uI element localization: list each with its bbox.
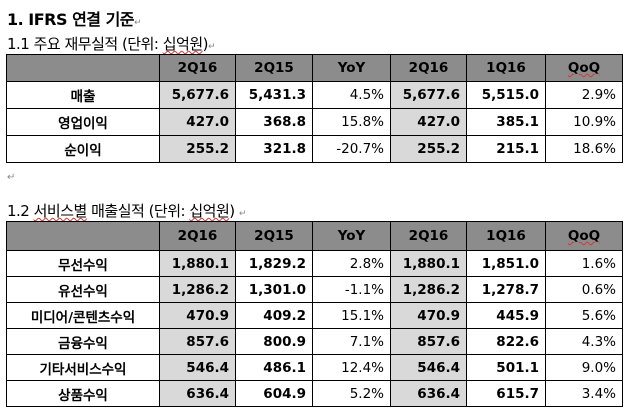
column-header: 2Q16 [390, 54, 467, 82]
table-cell: 5,677.6 [390, 81, 467, 109]
table-cell: 15.8% [312, 108, 391, 136]
table-cell: 2.9% [545, 81, 623, 109]
row-label: 영업이익 [6, 108, 160, 136]
column-header: 2Q16 [390, 221, 467, 251]
column-header: 2Q15 [235, 221, 313, 251]
table-cell: 321.8 [235, 135, 313, 163]
table-cell: 7.1% [312, 328, 391, 355]
table-row: 미디어/콘텐츠수익 470.9 409.2 15.1% 470.9 445.9 5.6% [6, 302, 623, 329]
table-cell: 546.4 [159, 354, 236, 381]
table-row: 상품수익 636.4 604.9 5.2% 636.4 615.7 3.4% [6, 380, 623, 407]
table-cell: 1,880.1 [159, 250, 236, 277]
service-revenue-table: 2Q16 2Q15 YoY 2Q16 1Q16 QoQ 무선수익 1,880.1 1,829.2… [6, 221, 623, 407]
table-cell: 215.1 [466, 135, 546, 163]
paragraph-mark-icon: ↵ [238, 209, 247, 219]
table-cell: 368.8 [235, 108, 313, 136]
table-cell: 10.9% [545, 108, 623, 136]
table-cell: 427.0 [390, 108, 467, 136]
row-label: 기타서비스수익 [6, 354, 160, 381]
table-row: 무선수익 1,880.1 1,829.2 2.8% 1,880.1 1,851.0 1.6% [6, 250, 623, 277]
table-cell: 470.9 [390, 302, 467, 329]
financial-results-table: 2Q16 2Q15 YoY 2Q16 1Q16 QoQ 매출 5,677.6 5,431.3 4.… [6, 54, 623, 163]
table-cell: 636.4 [159, 380, 236, 407]
table-cell: 5.6% [545, 302, 623, 329]
table-cell: 1,829.2 [235, 250, 313, 277]
column-header: 2Q16 [159, 54, 236, 82]
paragraph-mark-icon: ↵ [134, 18, 142, 28]
table-cell: 5,515.0 [466, 81, 546, 109]
table-cell: 12.4% [312, 354, 391, 381]
table-cell: 604.9 [235, 380, 313, 407]
table-cell: -1.1% [312, 276, 391, 303]
table-cell: 255.2 [159, 135, 236, 163]
row-label: 유선수익 [6, 276, 160, 303]
table-cell: 3.4% [545, 380, 623, 407]
table-cell: 1,880.1 [390, 250, 467, 277]
paragraph-mark-icon: ↵ [7, 172, 16, 183]
column-header [6, 54, 160, 82]
section1-title: 1.1 주요 재무실적 (단위: 십억원)↵ [7, 35, 216, 53]
table-cell: 385.1 [466, 108, 546, 136]
table-cell: 470.9 [159, 302, 236, 329]
table-cell: 857.6 [159, 328, 236, 355]
table-cell: 1,286.2 [159, 276, 236, 303]
table-row: 유선수익 1,286.2 1,301.0 -1.1% 1,286.2 1,278.7 0.6… [6, 276, 623, 303]
table-cell: 18.6% [545, 135, 623, 163]
table-cell: 1,278.7 [466, 276, 546, 303]
table-cell: 636.4 [390, 380, 467, 407]
row-label: 무선수익 [6, 250, 160, 277]
table-cell: 15.1% [312, 302, 391, 329]
table-cell: 857.6 [390, 328, 467, 355]
table-cell: 546.4 [390, 354, 467, 381]
table-cell: 427.0 [159, 108, 236, 136]
table-cell: 615.7 [466, 380, 546, 407]
row-label: 매출 [6, 81, 160, 109]
column-header [6, 221, 160, 251]
table-cell: 409.2 [235, 302, 313, 329]
column-header: QoQ [545, 221, 623, 251]
table-row: 기타서비스수익 546.4 486.1 12.4% 546.4 501.1 9.0% [6, 354, 623, 381]
table-cell: 1,851.0 [466, 250, 546, 277]
table-cell: 1,301.0 [235, 276, 313, 303]
row-label: 금융수익 [6, 328, 160, 355]
table-row: 매출 5,677.6 5,431.3 4.5% 5,677.6 5,515.0 2.9% [6, 81, 623, 109]
section2-title: 1.2 서비스별 매출실적 (단위: 십억원) ↵ [7, 202, 247, 220]
column-header: 1Q16 [466, 54, 546, 82]
row-label: 상품수익 [6, 380, 160, 407]
table-cell: 486.1 [235, 354, 313, 381]
column-header: 2Q15 [235, 54, 313, 82]
table-cell: 9.0% [545, 354, 623, 381]
table-cell: 800.9 [235, 328, 313, 355]
table-cell: 5.2% [312, 380, 391, 407]
table-cell: 2.8% [312, 250, 391, 277]
row-label: 순이익 [6, 135, 160, 163]
table-cell: 5,677.6 [159, 81, 236, 109]
table-cell: 501.1 [466, 354, 546, 381]
table-cell: 1.6% [545, 250, 623, 277]
column-header: 2Q16 [159, 221, 236, 251]
table-cell: 0.6% [545, 276, 623, 303]
document-heading: 1. IFRS 연결 기준↵ [7, 10, 142, 29]
table-cell: 822.6 [466, 328, 546, 355]
column-header: QoQ [545, 54, 623, 82]
table-row: 순이익 255.2 321.8 -20.7% 255.2 215.1 18.6% [6, 135, 623, 163]
table-row: 영업이익 427.0 368.8 15.8% 427.0 385.1 10.9% [6, 108, 623, 136]
table-cell: 255.2 [390, 135, 467, 163]
table-cell: -20.7% [312, 135, 391, 163]
table-cell: 1,286.2 [390, 276, 467, 303]
table-cell: 5,431.3 [235, 81, 313, 109]
column-header: YoY [312, 221, 391, 251]
table-row: 금융수익 857.6 800.9 7.1% 857.6 822.6 4.3% [6, 328, 623, 355]
table-cell: 4.3% [545, 328, 623, 355]
column-header: 1Q16 [466, 221, 546, 251]
column-header: YoY [312, 54, 391, 82]
row-label: 미디어/콘텐츠수익 [6, 302, 160, 329]
table-cell: 445.9 [466, 302, 546, 329]
paragraph-mark-icon: ↵ [208, 42, 216, 52]
table-cell: 4.5% [312, 81, 391, 109]
